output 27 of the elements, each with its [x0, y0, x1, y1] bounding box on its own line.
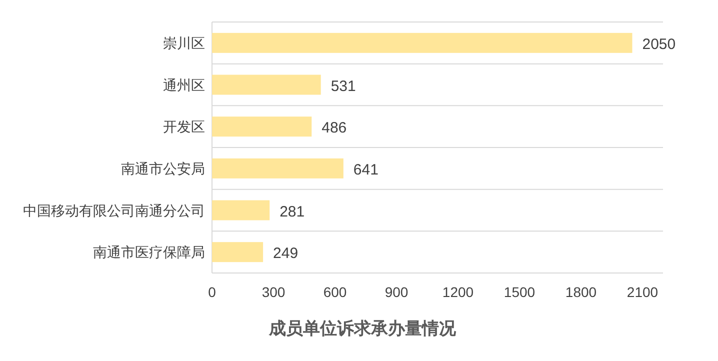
data-label: 641 [353, 161, 378, 178]
data-label: 281 [280, 203, 305, 220]
x-tick-label: 1500 [504, 284, 536, 300]
y-tick-label: 中国移动有限公司南通分公司 [23, 202, 205, 218]
x-tick-label: 1800 [565, 284, 597, 300]
bar [212, 158, 344, 178]
bar [212, 32, 632, 53]
data-label: 2050 [642, 36, 676, 53]
data-label: 531 [330, 78, 356, 95]
data-label: 249 [273, 245, 298, 262]
y-tick-label: 南通市公安局 [121, 160, 205, 176]
bar [212, 116, 312, 137]
x-tick-label: 300 [262, 284, 286, 300]
y-tick-label: 南通市医疗保障局 [93, 244, 205, 260]
bar [212, 74, 321, 95]
y-tick-label: 崇川区 [163, 34, 205, 51]
bar [212, 200, 270, 220]
text: 成员单位诉求承办量情况 [268, 319, 457, 338]
x-tick-label: 2100 [626, 284, 658, 300]
x-tick-label: 1200 [442, 284, 474, 300]
y-tick-label: 开发区 [163, 118, 205, 135]
y-tick-label: 通州区 [163, 76, 205, 93]
x-tick-label: 900 [384, 284, 408, 300]
x-tick-label: 600 [323, 284, 347, 300]
data-label: 486 [322, 120, 347, 137]
bar [212, 242, 264, 262]
x-tick-label: 0 [208, 284, 216, 300]
